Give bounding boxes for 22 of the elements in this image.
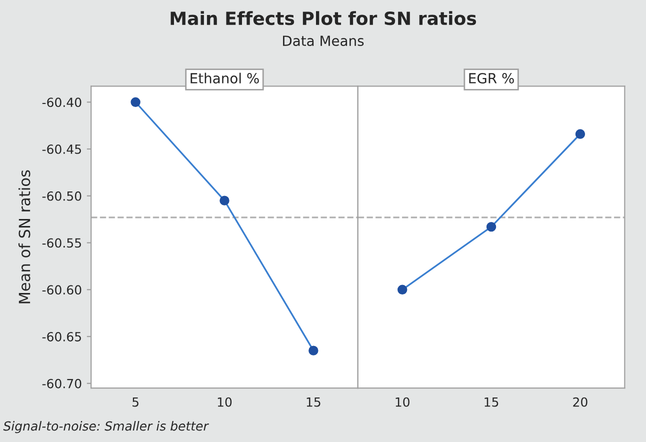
y-axis-title: Mean of SN ratios — [18, 170, 30, 304]
y-tick-label: -60.60 — [42, 285, 82, 295]
x-tick-label: 15 — [484, 397, 498, 407]
x-axis-title: EGR % — [469, 72, 514, 84]
x-tick-label: 5 — [132, 397, 138, 407]
x-tick-label: 10 — [396, 397, 410, 407]
y-tick-label: -60.45 — [42, 144, 81, 154]
chart-subtitle: Data Means — [283, 36, 364, 46]
chart-title: Main Effects Plot for SN ratios — [170, 11, 476, 26]
text: Signal-to-noise: Smaller is better — [3, 421, 210, 434]
x-axis-title: Ethanol % — [190, 72, 259, 84]
x-tick-label: 15 — [306, 397, 320, 407]
y-tick-label: -60.70 — [42, 378, 82, 388]
y-tick-label: -60.65 — [42, 332, 81, 342]
y-tick-label: -60.40 — [42, 98, 82, 108]
point — [308, 346, 318, 356]
y-tick-label: -60.55 — [42, 238, 81, 248]
y-tick-label: -60.50 — [42, 191, 82, 201]
point — [220, 196, 230, 206]
x-tick-label: 20 — [573, 397, 588, 407]
x-tick-label: 10 — [218, 397, 232, 407]
point — [130, 97, 140, 107]
